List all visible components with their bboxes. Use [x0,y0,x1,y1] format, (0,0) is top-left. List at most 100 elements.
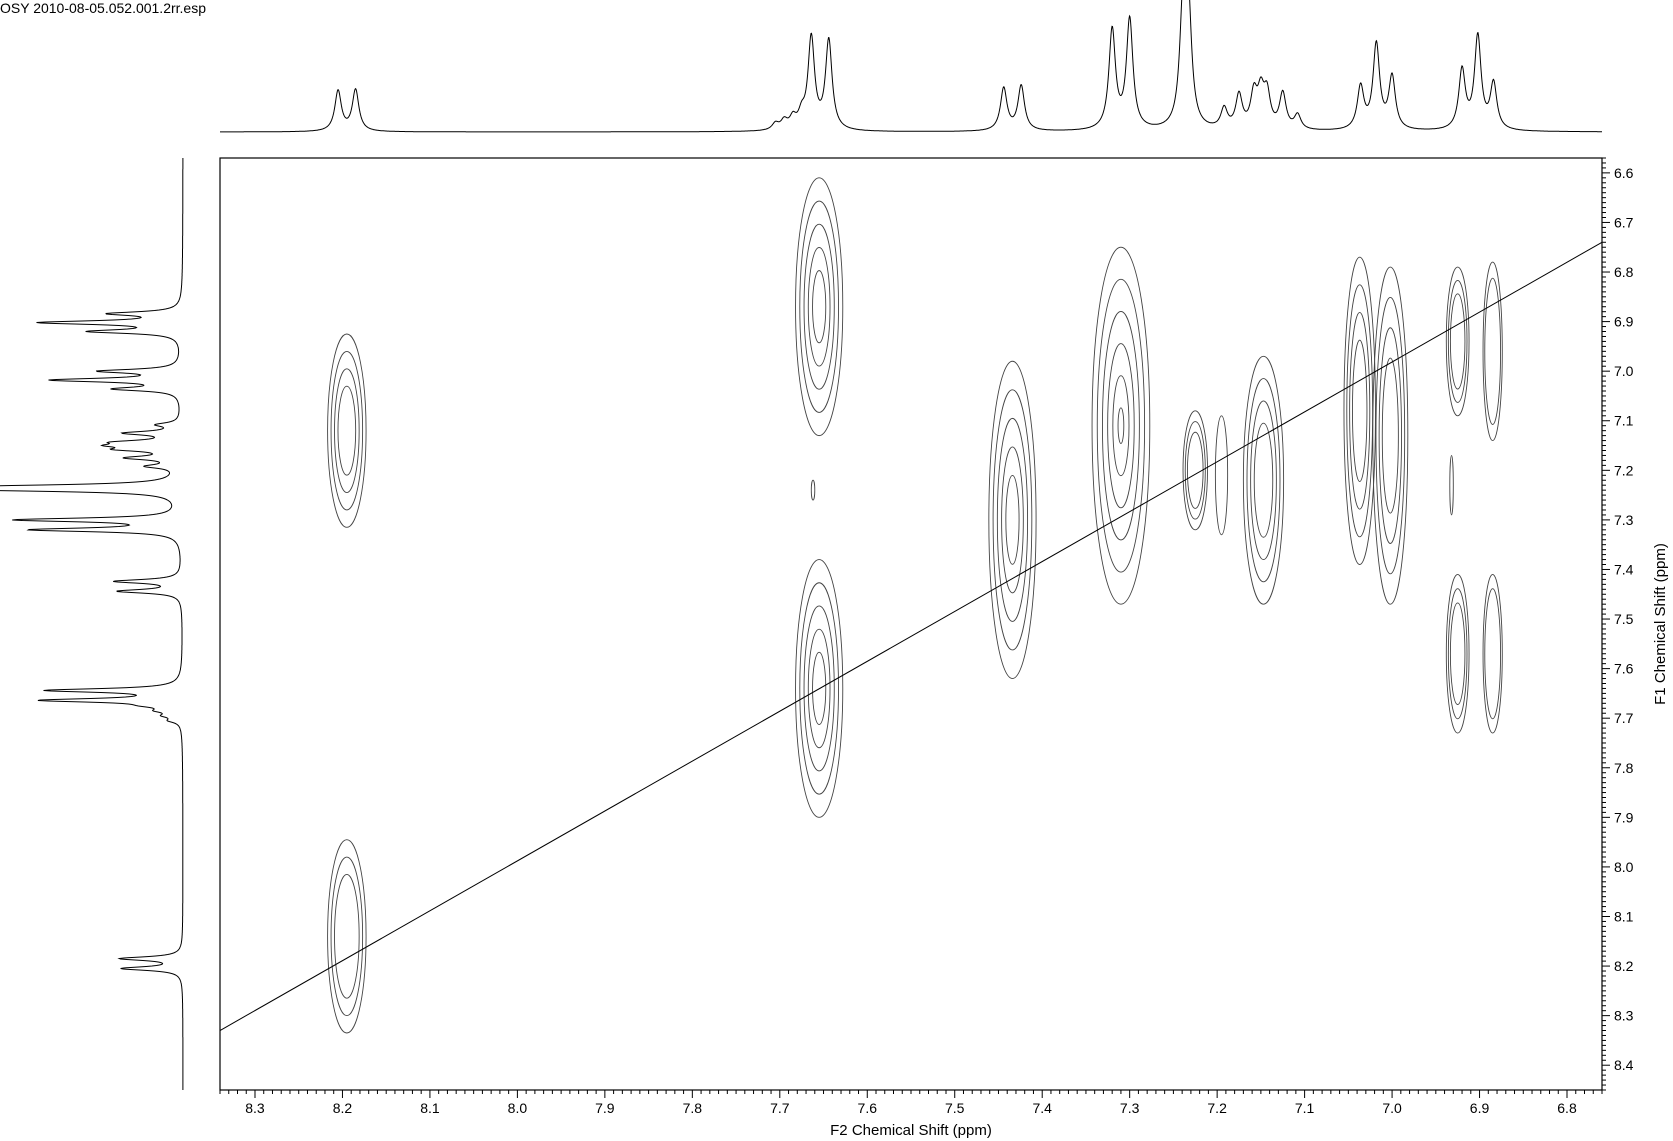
cross-peak-contour [327,333,367,528]
cross-peak-contour [330,856,364,1017]
x-tick-label: 7.2 [1207,1100,1227,1116]
cross-peak-contour [803,223,835,390]
cross-peak-contour [1001,446,1024,594]
cross-peak-contour [799,200,839,413]
cross-peak-contour [330,350,364,511]
y-tick-label: 7.4 [1614,561,1634,577]
cross-peak-contour [1346,284,1374,538]
cross-peak-contour [1005,475,1020,565]
cross-peak-contour [327,839,367,1034]
cross-peak-contour [1375,296,1406,575]
cross-peak-contour [1102,311,1140,541]
y-tick-label: 7.8 [1614,760,1634,776]
f1-projection-spectrum [0,158,184,1090]
y-tick-label: 7.0 [1614,363,1634,379]
cross-peak-contour [1214,415,1229,536]
cross-peak-contour [1449,454,1454,516]
cross-peak-contour [1253,422,1274,538]
cross-peak-contour [1484,277,1502,425]
file-title: OSY 2010-08-05.052.001.2rr.esp [0,0,207,16]
x-axis-title: F2 Chemical Shift (ppm) [830,1122,992,1139]
x-tick-label: 8.3 [245,1100,265,1116]
x-tick-label: 7.4 [1032,1100,1052,1116]
y-tick-label: 7.9 [1614,809,1634,825]
cross-peak-contour [1352,339,1368,482]
x-tick-label: 8.0 [508,1100,528,1116]
y-tick-label: 7.2 [1614,462,1634,478]
cross-peak-contour [1091,246,1151,605]
cross-peak-contours [327,177,1503,1034]
y-tick-label: 6.8 [1614,264,1634,280]
cross-peak-contour [988,360,1037,679]
y-tick-label: 8.2 [1614,958,1634,974]
cross-peak-contour [1445,266,1470,417]
cross-peak-contour [1343,256,1376,565]
y-tick-label: 8.0 [1614,859,1634,875]
x-tick-label: 8.2 [333,1100,353,1116]
y-tick-label: 6.7 [1614,214,1634,230]
cross-peak-contour [812,270,827,344]
cross-peak-contour [1182,410,1208,531]
y-axis-title: F1 Chemical Shift (ppm) [1652,543,1669,705]
cross-peak-contour [1246,378,1281,583]
y-tick-label: 7.7 [1614,710,1634,726]
cross-peak-contour [799,582,839,795]
cross-peak-contour [1484,588,1502,720]
y-tick-label: 6.6 [1614,165,1634,181]
x-tick-label: 8.1 [420,1100,440,1116]
x-tick-label: 7.6 [858,1100,878,1116]
x-tick-label: 7.8 [683,1100,703,1116]
y-tick-label: 6.9 [1614,314,1634,330]
x-tick-label: 7.3 [1120,1100,1140,1116]
cross-peak-contour [1449,293,1466,390]
plot-frame [219,157,1603,1091]
cross-peak-contour [1482,261,1503,442]
cross-peak-contour [1381,357,1399,514]
x-tick-label: 7.5 [945,1100,965,1116]
cross-peak-contour [795,559,844,818]
x-axis: 8.3 8.2 8.1 8.0 7.9 7.8 7.7 7.6 7.5 7.4 7.3 7.2 7.1 7… [219,1090,1603,1116]
x-tick-label: 7.0 [1382,1100,1402,1116]
y-tick-label: 8.1 [1614,908,1634,924]
y-tick-label: 7.6 [1614,661,1634,677]
cross-peak-contour [1117,407,1125,444]
cross-peak-contour [1096,278,1146,573]
f2-spectrum-trace [220,0,1602,133]
cross-peak-contour [1349,312,1371,510]
y-tick-label: 7.3 [1614,512,1634,528]
cross-peak-contour [1184,421,1206,520]
cross-peak-contour [334,874,360,999]
diagonal-line [219,241,1603,1031]
x-tick-label: 7.9 [595,1100,615,1116]
cross-peak-contour [1449,602,1466,705]
y-axis: 6.6 6.7 6.8 6.9 7.0 7.1 7.2 7.3 7.4 7.5 7.6 7.7 7.8 7… [1602,157,1634,1091]
cross-peak-contour [1186,431,1204,509]
cross-peak-contour [795,177,844,437]
y-tick-label: 8.3 [1614,1008,1634,1024]
y-tick-label: 7.1 [1614,413,1634,429]
x-tick-label: 6.8 [1557,1100,1577,1116]
cross-peak-contour [334,368,360,493]
x-tick-label: 6.9 [1470,1100,1490,1116]
cross-peak-contour [812,651,827,725]
cross-peak-contour [1447,588,1468,720]
cross-peak-contour [1250,400,1277,561]
cross-peak-contour [1445,573,1470,734]
cross-peak-contour [1242,355,1285,605]
y-tick-label: 8.4 [1614,1057,1634,1073]
cross-peak-contour [1107,343,1135,509]
x-tick-label: 7.7 [770,1100,790,1116]
cross-peak-contour [1447,279,1468,403]
cross-peak-contour [807,628,831,749]
cross-peak-contour [803,605,835,772]
cross-peak-contour [810,479,816,501]
cross-peak-contour [996,417,1029,622]
cross-peak-contour [807,246,831,367]
f1-spectrum-trace [0,158,184,1090]
cross-peak-contour [992,389,1033,651]
f2-projection-spectrum [220,0,1602,133]
cross-peak-contour [1112,375,1130,477]
cross-peak-contour [337,385,357,476]
cross-peak-contour [1482,573,1503,734]
